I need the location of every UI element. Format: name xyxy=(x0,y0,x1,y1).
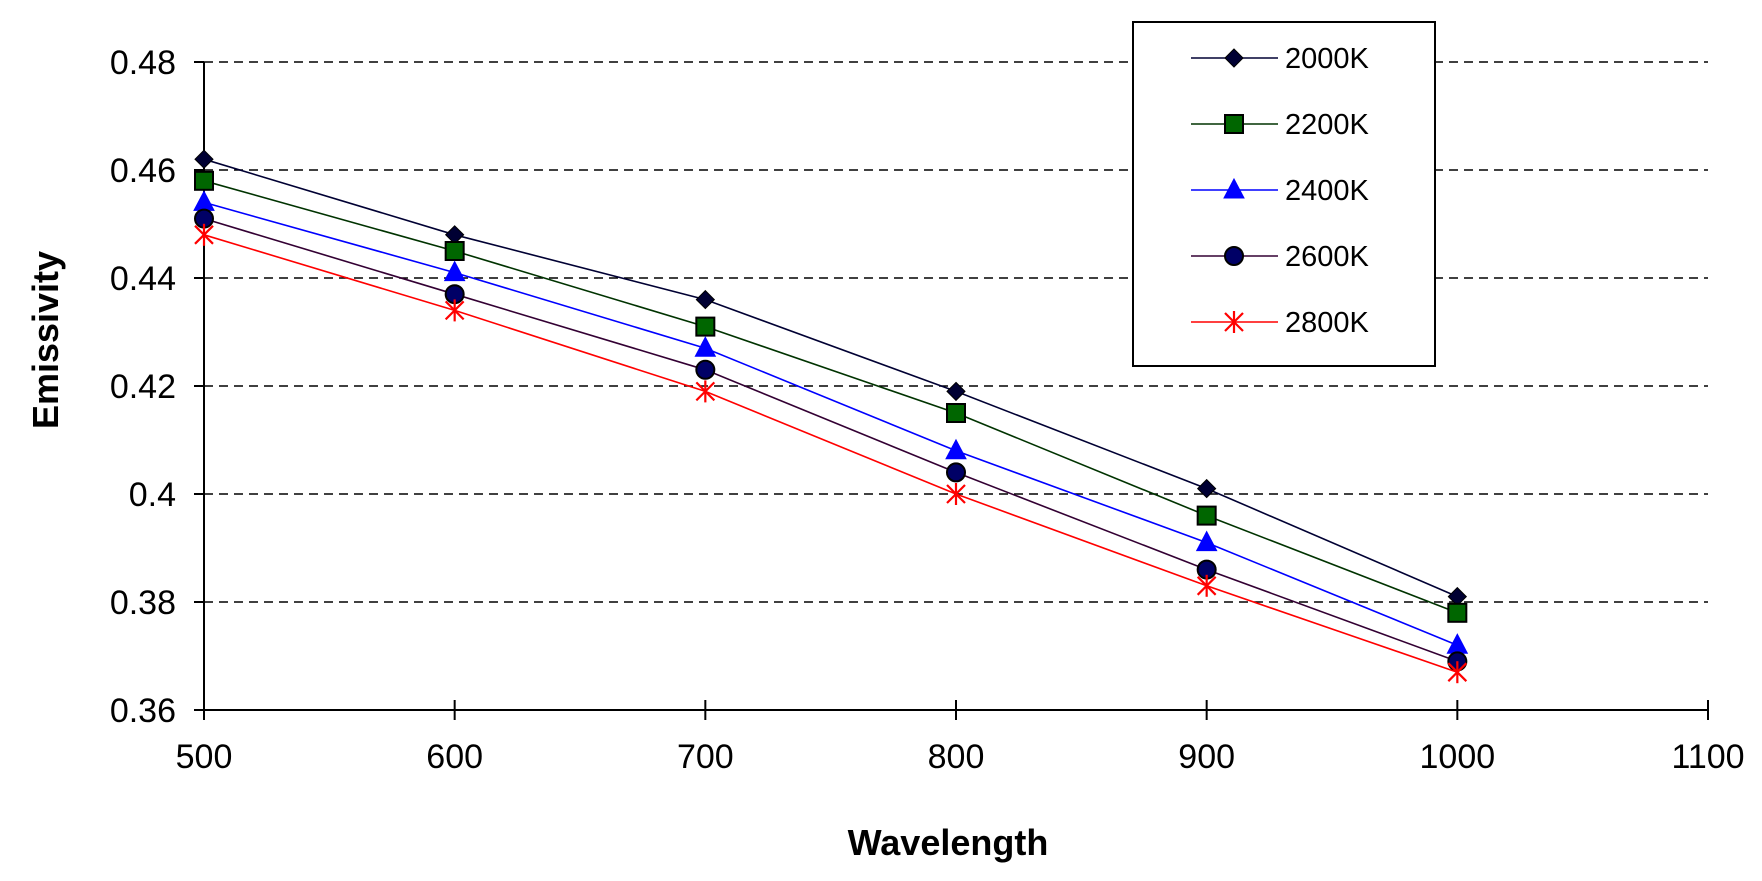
legend-item: 2200K xyxy=(1191,109,1370,141)
axes xyxy=(194,61,1709,720)
data-point xyxy=(695,380,716,403)
tick-labels: 0.36 0.38 0.4 0.42 0.44 0.46 0.48 500 600 700 800 9… xyxy=(110,44,1745,776)
y-tick-label: 0.44 xyxy=(110,260,176,298)
x-tick-label: 600 xyxy=(426,738,483,776)
legend-item: 2800K xyxy=(1191,307,1370,339)
legend-label: 2000K xyxy=(1285,43,1370,75)
legend-label: 2200K xyxy=(1285,109,1370,141)
y-tick-label: 0.46 xyxy=(110,152,176,190)
data-point xyxy=(443,260,466,282)
x-tick-label: 800 xyxy=(928,738,985,776)
data-point xyxy=(1447,661,1468,684)
legend-label: 2800K xyxy=(1285,307,1370,339)
y-tick-label: 0.38 xyxy=(110,584,176,622)
data-point xyxy=(194,170,214,191)
data-point xyxy=(1196,478,1217,499)
data-point xyxy=(444,299,465,322)
data-point xyxy=(695,289,716,310)
legend: 2000K 2200K 2400K 2600K 2800K xyxy=(1132,21,1436,367)
series-line xyxy=(203,158,1458,598)
data-point xyxy=(194,223,214,246)
series-2800K xyxy=(194,223,1468,684)
y-tick-label: 0.42 xyxy=(110,368,176,406)
x-tick-label: 1100 xyxy=(1671,738,1744,776)
data-point xyxy=(193,190,215,211)
data-point xyxy=(1196,574,1217,597)
y-tick-label: 0.4 xyxy=(129,476,176,514)
data-point xyxy=(695,359,716,380)
data-point xyxy=(946,483,966,505)
data-point xyxy=(1195,530,1218,552)
legend-marker xyxy=(1224,311,1244,333)
data-point xyxy=(946,403,966,423)
y-tick-label: 0.36 xyxy=(110,692,176,730)
legend-marker xyxy=(1223,177,1245,199)
y-tick-label: 0.48 xyxy=(110,44,176,82)
series-line xyxy=(203,217,1458,663)
data-point xyxy=(1446,633,1469,654)
x-tick-label: 900 xyxy=(1178,738,1235,776)
data-point xyxy=(945,438,967,460)
legend-marker xyxy=(1224,114,1244,134)
data-point xyxy=(444,241,465,261)
data-point xyxy=(194,149,214,169)
series-2200K xyxy=(194,170,1468,623)
legend-label: 2600K xyxy=(1285,241,1370,273)
series-2000K xyxy=(194,149,1468,607)
series-line xyxy=(203,234,1458,673)
series-2600K xyxy=(194,208,1468,672)
data-point xyxy=(1196,505,1217,526)
legend-item: 2000K xyxy=(1191,43,1370,75)
series-layer xyxy=(193,149,1469,684)
legend-marker xyxy=(1224,246,1244,266)
data-point xyxy=(1447,602,1468,623)
legend-box xyxy=(1132,21,1436,367)
legend-marker xyxy=(1224,48,1244,68)
series-2400K xyxy=(193,190,1469,654)
data-point xyxy=(946,381,966,402)
gridlines xyxy=(204,61,1708,603)
series-line xyxy=(203,201,1458,646)
data-point xyxy=(946,462,966,483)
legend-item: 2600K xyxy=(1191,241,1370,273)
series-line xyxy=(203,180,1458,614)
data-point xyxy=(694,336,717,357)
x-tick-label: 700 xyxy=(677,738,734,776)
legend-label: 2400K xyxy=(1285,175,1370,207)
data-point xyxy=(695,316,716,337)
legend-item: 2400K xyxy=(1191,175,1370,207)
x-axis-title: Wavelength xyxy=(848,822,1049,863)
x-tick-label: 500 xyxy=(176,738,233,776)
y-axis-title: Emissivity xyxy=(25,251,66,429)
x-tick-label: 1000 xyxy=(1420,738,1496,776)
